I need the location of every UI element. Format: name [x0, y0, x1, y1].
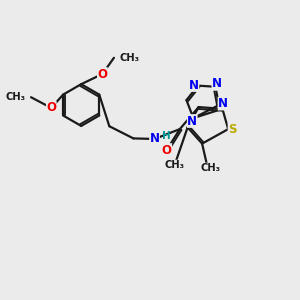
Text: CH₃: CH₃ — [200, 163, 220, 173]
Text: N: N — [150, 133, 160, 146]
Text: S: S — [228, 123, 236, 136]
Text: N: N — [212, 77, 222, 90]
Text: CH₃: CH₃ — [119, 53, 139, 63]
Text: O: O — [46, 101, 56, 115]
Text: O: O — [162, 143, 172, 157]
Text: N: N — [187, 115, 197, 128]
Text: CH₃: CH₃ — [165, 160, 184, 170]
Text: N: N — [189, 79, 199, 92]
Text: H: H — [162, 130, 171, 140]
Text: O: O — [98, 68, 107, 80]
Text: CH₃: CH₃ — [6, 92, 26, 102]
Text: N: N — [218, 97, 228, 110]
